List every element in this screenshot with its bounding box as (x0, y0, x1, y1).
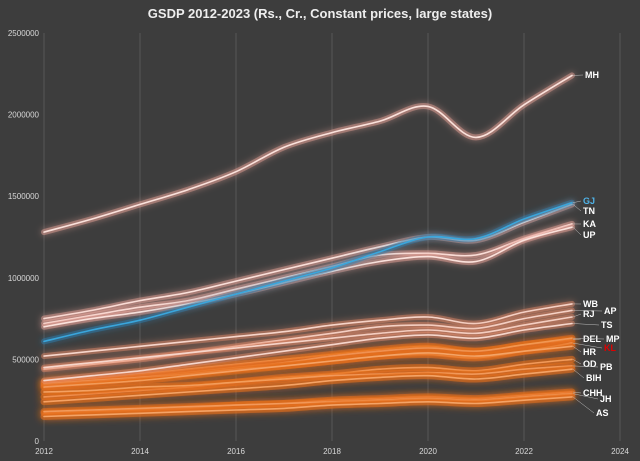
y-tick-label: 1500000 (8, 192, 40, 201)
series-line-ts (43, 322, 573, 382)
series-label-tn: TN (583, 206, 595, 216)
label-connector (572, 337, 605, 340)
y-tick-label: 0 (35, 437, 40, 446)
series-label-bih: BIH (586, 373, 602, 383)
chart-title: GSDP 2012-2023 (Rs., Cr., Constant price… (148, 6, 492, 21)
y-tick-label: 500000 (12, 355, 39, 364)
series-glow-tn (41, 201, 575, 322)
series-label-gj: GJ (583, 196, 595, 206)
series-label-ts: TS (601, 320, 613, 330)
series-label-mh: MH (585, 70, 599, 80)
y-tick-label: 1000000 (8, 274, 40, 283)
label-connector (572, 313, 582, 318)
label-connector (572, 368, 585, 379)
series-line-as (43, 396, 573, 418)
series-label-pb: PB (600, 362, 613, 372)
label-connector (572, 396, 595, 414)
series-line-mh (43, 74, 573, 233)
x-tick-label: 2016 (227, 447, 245, 456)
label-connector (572, 391, 582, 394)
series-label-hr: HR (583, 347, 596, 357)
series-label-as: AS (596, 408, 609, 418)
series-label-kl: KL (604, 343, 616, 353)
series-glow-mh (41, 72, 575, 236)
series-label-ka: KA (583, 219, 596, 229)
x-tick-label: 2018 (323, 447, 341, 456)
y-tick-label: 2500000 (8, 29, 40, 38)
series-line-rj (43, 316, 573, 369)
label-connector (572, 227, 582, 236)
x-tick-label: 2022 (515, 447, 533, 456)
series-lines (40, 72, 576, 420)
label-connector (572, 393, 599, 400)
y-tick-label: 2000000 (8, 111, 40, 120)
series-label-del: DEL (583, 334, 602, 344)
label-connector (572, 342, 603, 349)
series-label-od: OD (583, 359, 597, 369)
label-connector (572, 200, 582, 203)
series-label-jh: JH (600, 394, 612, 404)
label-connector (572, 310, 603, 312)
axes: 2012 2014 2016 2018 2020 2022 2024 0 500000 10000… (8, 29, 630, 456)
series-label-mp: MP (606, 334, 620, 344)
series-line-wb (43, 303, 573, 357)
label-connector (572, 359, 582, 365)
series-line-bih (43, 368, 573, 403)
label-connector (572, 338, 582, 341)
label-connector (572, 204, 582, 212)
series-label-rj: RJ (583, 309, 595, 319)
series-line-pb (43, 365, 573, 393)
label-connector (572, 365, 599, 368)
x-tick-label: 2020 (419, 447, 437, 456)
x-tick-label: 2012 (35, 447, 53, 456)
series-line-hr (43, 345, 573, 388)
series-line-gj (43, 201, 573, 343)
series-label-wb: WB (583, 299, 598, 309)
x-tick-label: 2014 (131, 447, 149, 456)
label-connector (572, 346, 582, 353)
series-label-up: UP (583, 230, 596, 240)
series-label-chh: CHH (583, 388, 603, 398)
series-label-ap: AP (604, 306, 617, 316)
x-tick-label: 2024 (611, 447, 629, 456)
label-connector (572, 323, 600, 326)
